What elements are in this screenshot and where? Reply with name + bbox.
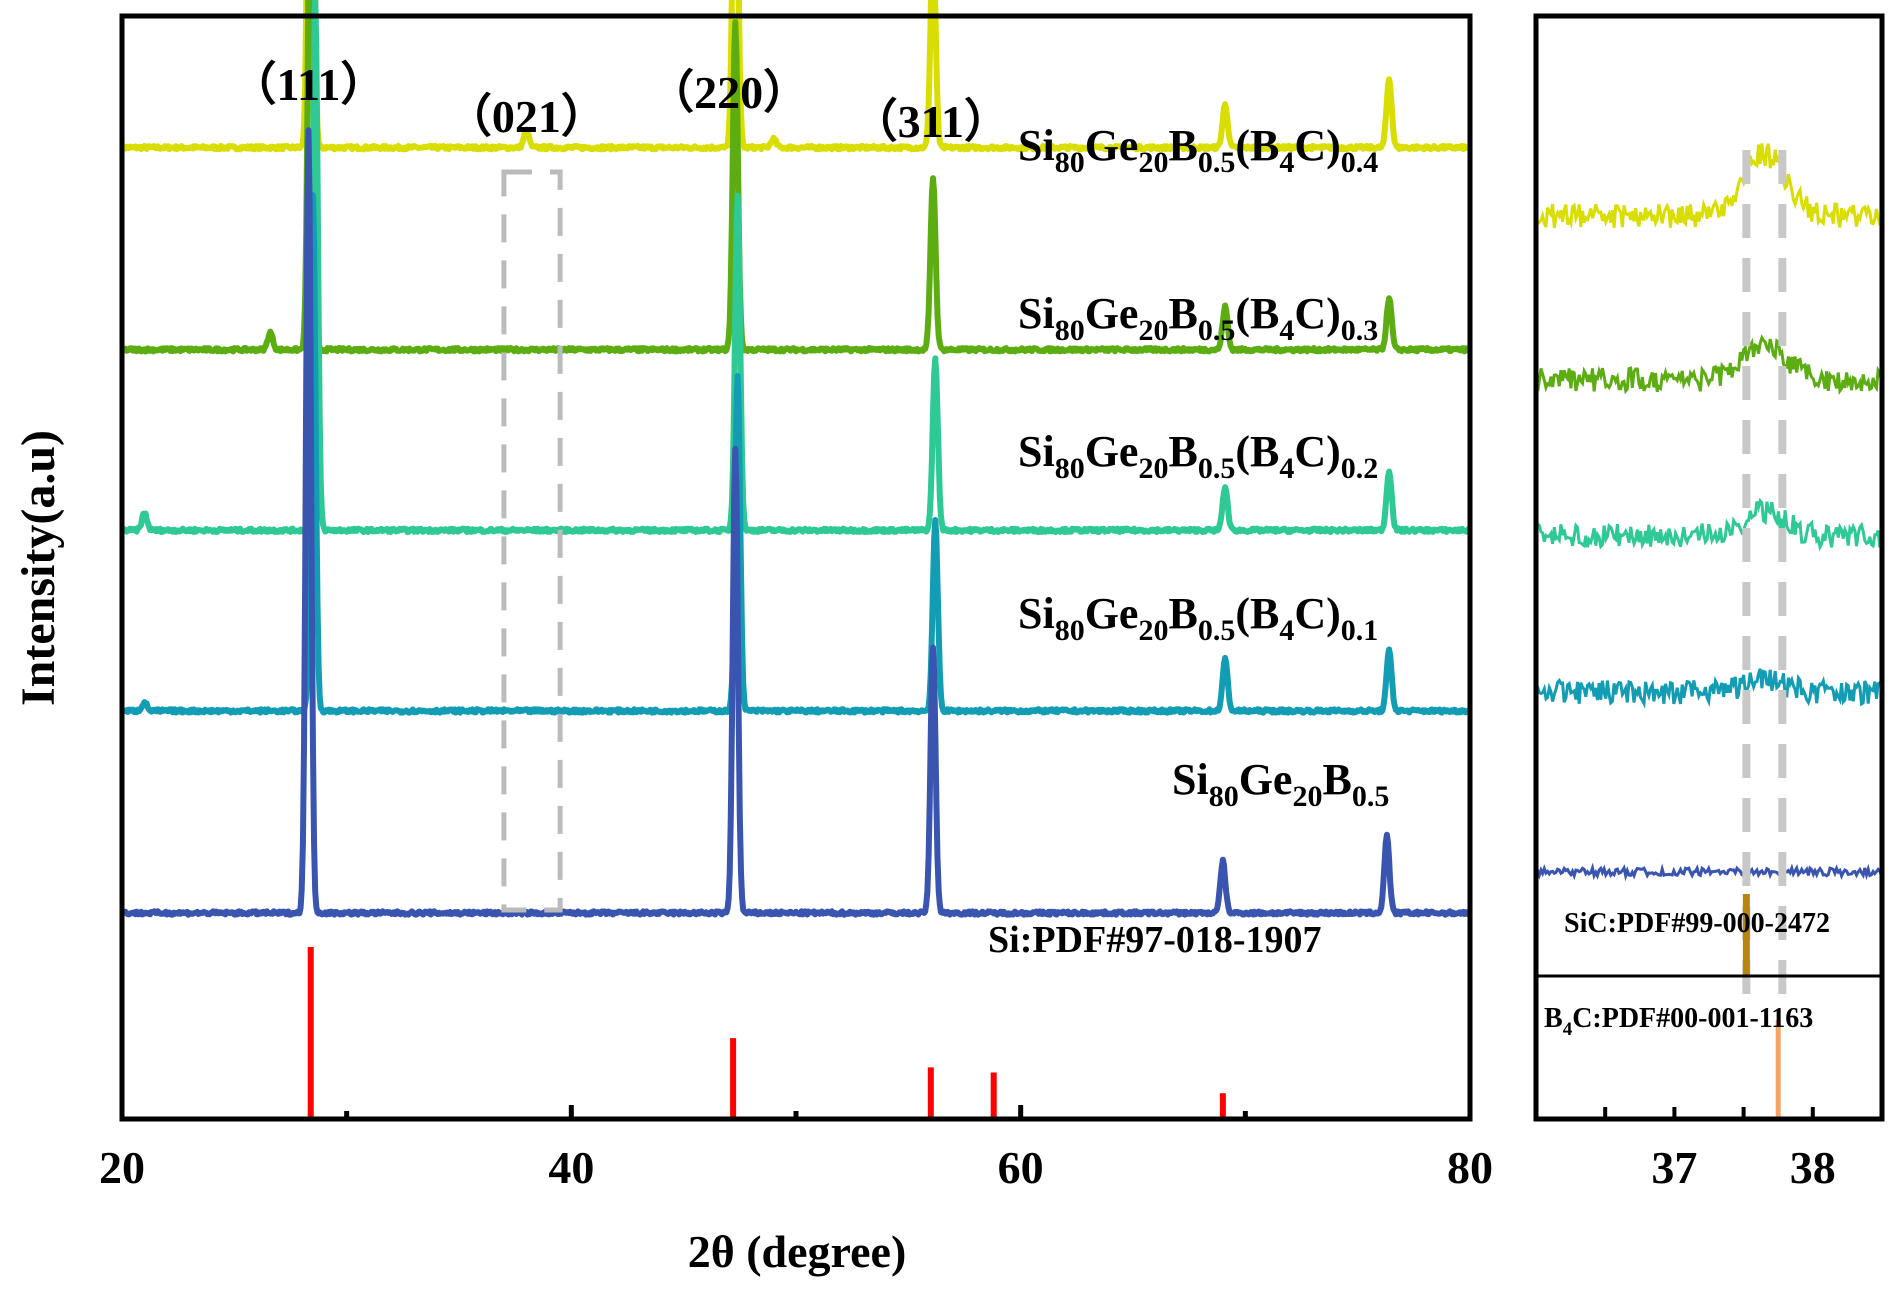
inset-series-line-2 — [1534, 497, 1883, 552]
x-tick-label-80: 80 — [1447, 1142, 1493, 1193]
peak-annotation-2: （220） — [648, 67, 809, 118]
x-axis-label: 2θ (degree) — [688, 1226, 907, 1277]
series-label-2: Si80Ge20B0.5(B4C)0.2 — [1018, 427, 1378, 485]
sic-reference-label: SiC:PDF#99-000-2472 — [1564, 908, 1830, 939]
series-label-3: Si80Ge20B0.5(B4C)0.1 — [1018, 589, 1378, 647]
inset-plot-frame — [1533, 13, 1885, 1122]
main-panel: 20 40 60 80 （111） （021） （220） （311） Si80Ge20B0… — [12, 0, 1493, 1277]
inset-x-tick-label-38: 38 — [1790, 1142, 1836, 1193]
inset-series-line-3 — [1534, 668, 1883, 709]
peak-annotations: （111） （021） （220） （311） — [231, 59, 1011, 147]
peak-annotation-1: （021） — [446, 91, 607, 142]
reference-sticks — [307, 947, 1226, 1119]
highlight-box — [501, 169, 563, 913]
b4c-reference-label: B4C:PDF#00-001-1163 — [1544, 1003, 1813, 1040]
series-label-1: Si80Ge20B0.5(B4C)0.3 — [1018, 289, 1378, 347]
main-series-group — [119, 0, 1473, 918]
series-label-0: Si80Ge20B0.5(B4C)0.4 — [1018, 121, 1378, 179]
peak-annotation-3: （311） — [852, 96, 1010, 147]
series-line-3 — [119, 192, 1473, 716]
series-labels: Si80Ge20B0.5(B4C)0.4 Si80Ge20B0.5(B4C)0.3… — [1018, 121, 1389, 813]
peak-annotation-0: （111） — [231, 59, 387, 110]
inset-series-line-1 — [1534, 334, 1883, 396]
series-line-1 — [119, 0, 1473, 355]
inset-series-line-4 — [1534, 862, 1883, 882]
x-tick-label-60: 60 — [998, 1142, 1044, 1193]
y-axis-label: Intensity(a.u) — [12, 430, 65, 706]
inset-series-group — [1534, 143, 1883, 882]
main-x-ticks — [344, 1105, 1248, 1119]
series-line-4 — [119, 127, 1472, 918]
reference-label: Si:PDF#97-018-1907 — [988, 919, 1322, 961]
series-line-2 — [119, 0, 1472, 535]
inset-dashed-lines — [1742, 150, 1787, 1010]
inset-x-tick-labels: 37 38 — [1651, 1142, 1835, 1193]
inset-reference-sticks — [1742, 894, 1781, 1119]
inset-series-line-0 — [1534, 143, 1882, 229]
series-line-0 — [119, 0, 1473, 153]
x-tick-label-40: 40 — [548, 1142, 594, 1193]
inset-x-tick-label-37: 37 — [1651, 1142, 1697, 1193]
x-tick-label-20: 20 — [99, 1142, 145, 1193]
main-x-tick-labels: 20 40 60 80 — [99, 1142, 1493, 1193]
inset-x-ticks — [1603, 1107, 1815, 1119]
series-label-4: Si80Ge20B0.5 — [1172, 755, 1389, 813]
inset-panel: 37 38 SiC:PDF#99-000-2472 B4C:PDF#00-001-… — [1533, 13, 1885, 1193]
